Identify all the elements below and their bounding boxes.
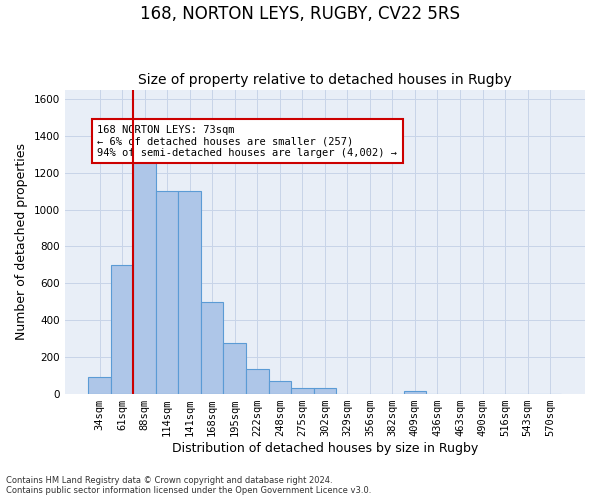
Bar (269, 381, 291, 394)
Bar (156, 191, 178, 394)
Bar (178, 191, 201, 394)
Text: 168, NORTON LEYS, RUGBY, CV22 5RS: 168, NORTON LEYS, RUGBY, CV22 5RS (140, 5, 460, 23)
Bar (223, 344, 246, 394)
Text: 168 NORTON LEYS: 73sqm
← 6% of detached houses are smaller (257)
94% of semi-det: 168 NORTON LEYS: 73sqm ← 6% of detached … (97, 124, 397, 158)
Text: Contains HM Land Registry data © Crown copyright and database right 2024.
Contai: Contains HM Land Registry data © Crown c… (6, 476, 371, 495)
X-axis label: Distribution of detached houses by size in Rugby: Distribution of detached houses by size … (172, 442, 478, 455)
Bar (246, 369, 269, 394)
Bar (291, 388, 314, 394)
Title: Size of property relative to detached houses in Rugby: Size of property relative to detached ho… (138, 73, 512, 87)
Bar (404, 392, 426, 394)
Bar (314, 388, 336, 394)
Bar (111, 265, 133, 394)
Y-axis label: Number of detached properties: Number of detached properties (15, 144, 28, 340)
Bar (201, 302, 223, 394)
Bar (133, 148, 156, 394)
Bar (88, 376, 111, 394)
